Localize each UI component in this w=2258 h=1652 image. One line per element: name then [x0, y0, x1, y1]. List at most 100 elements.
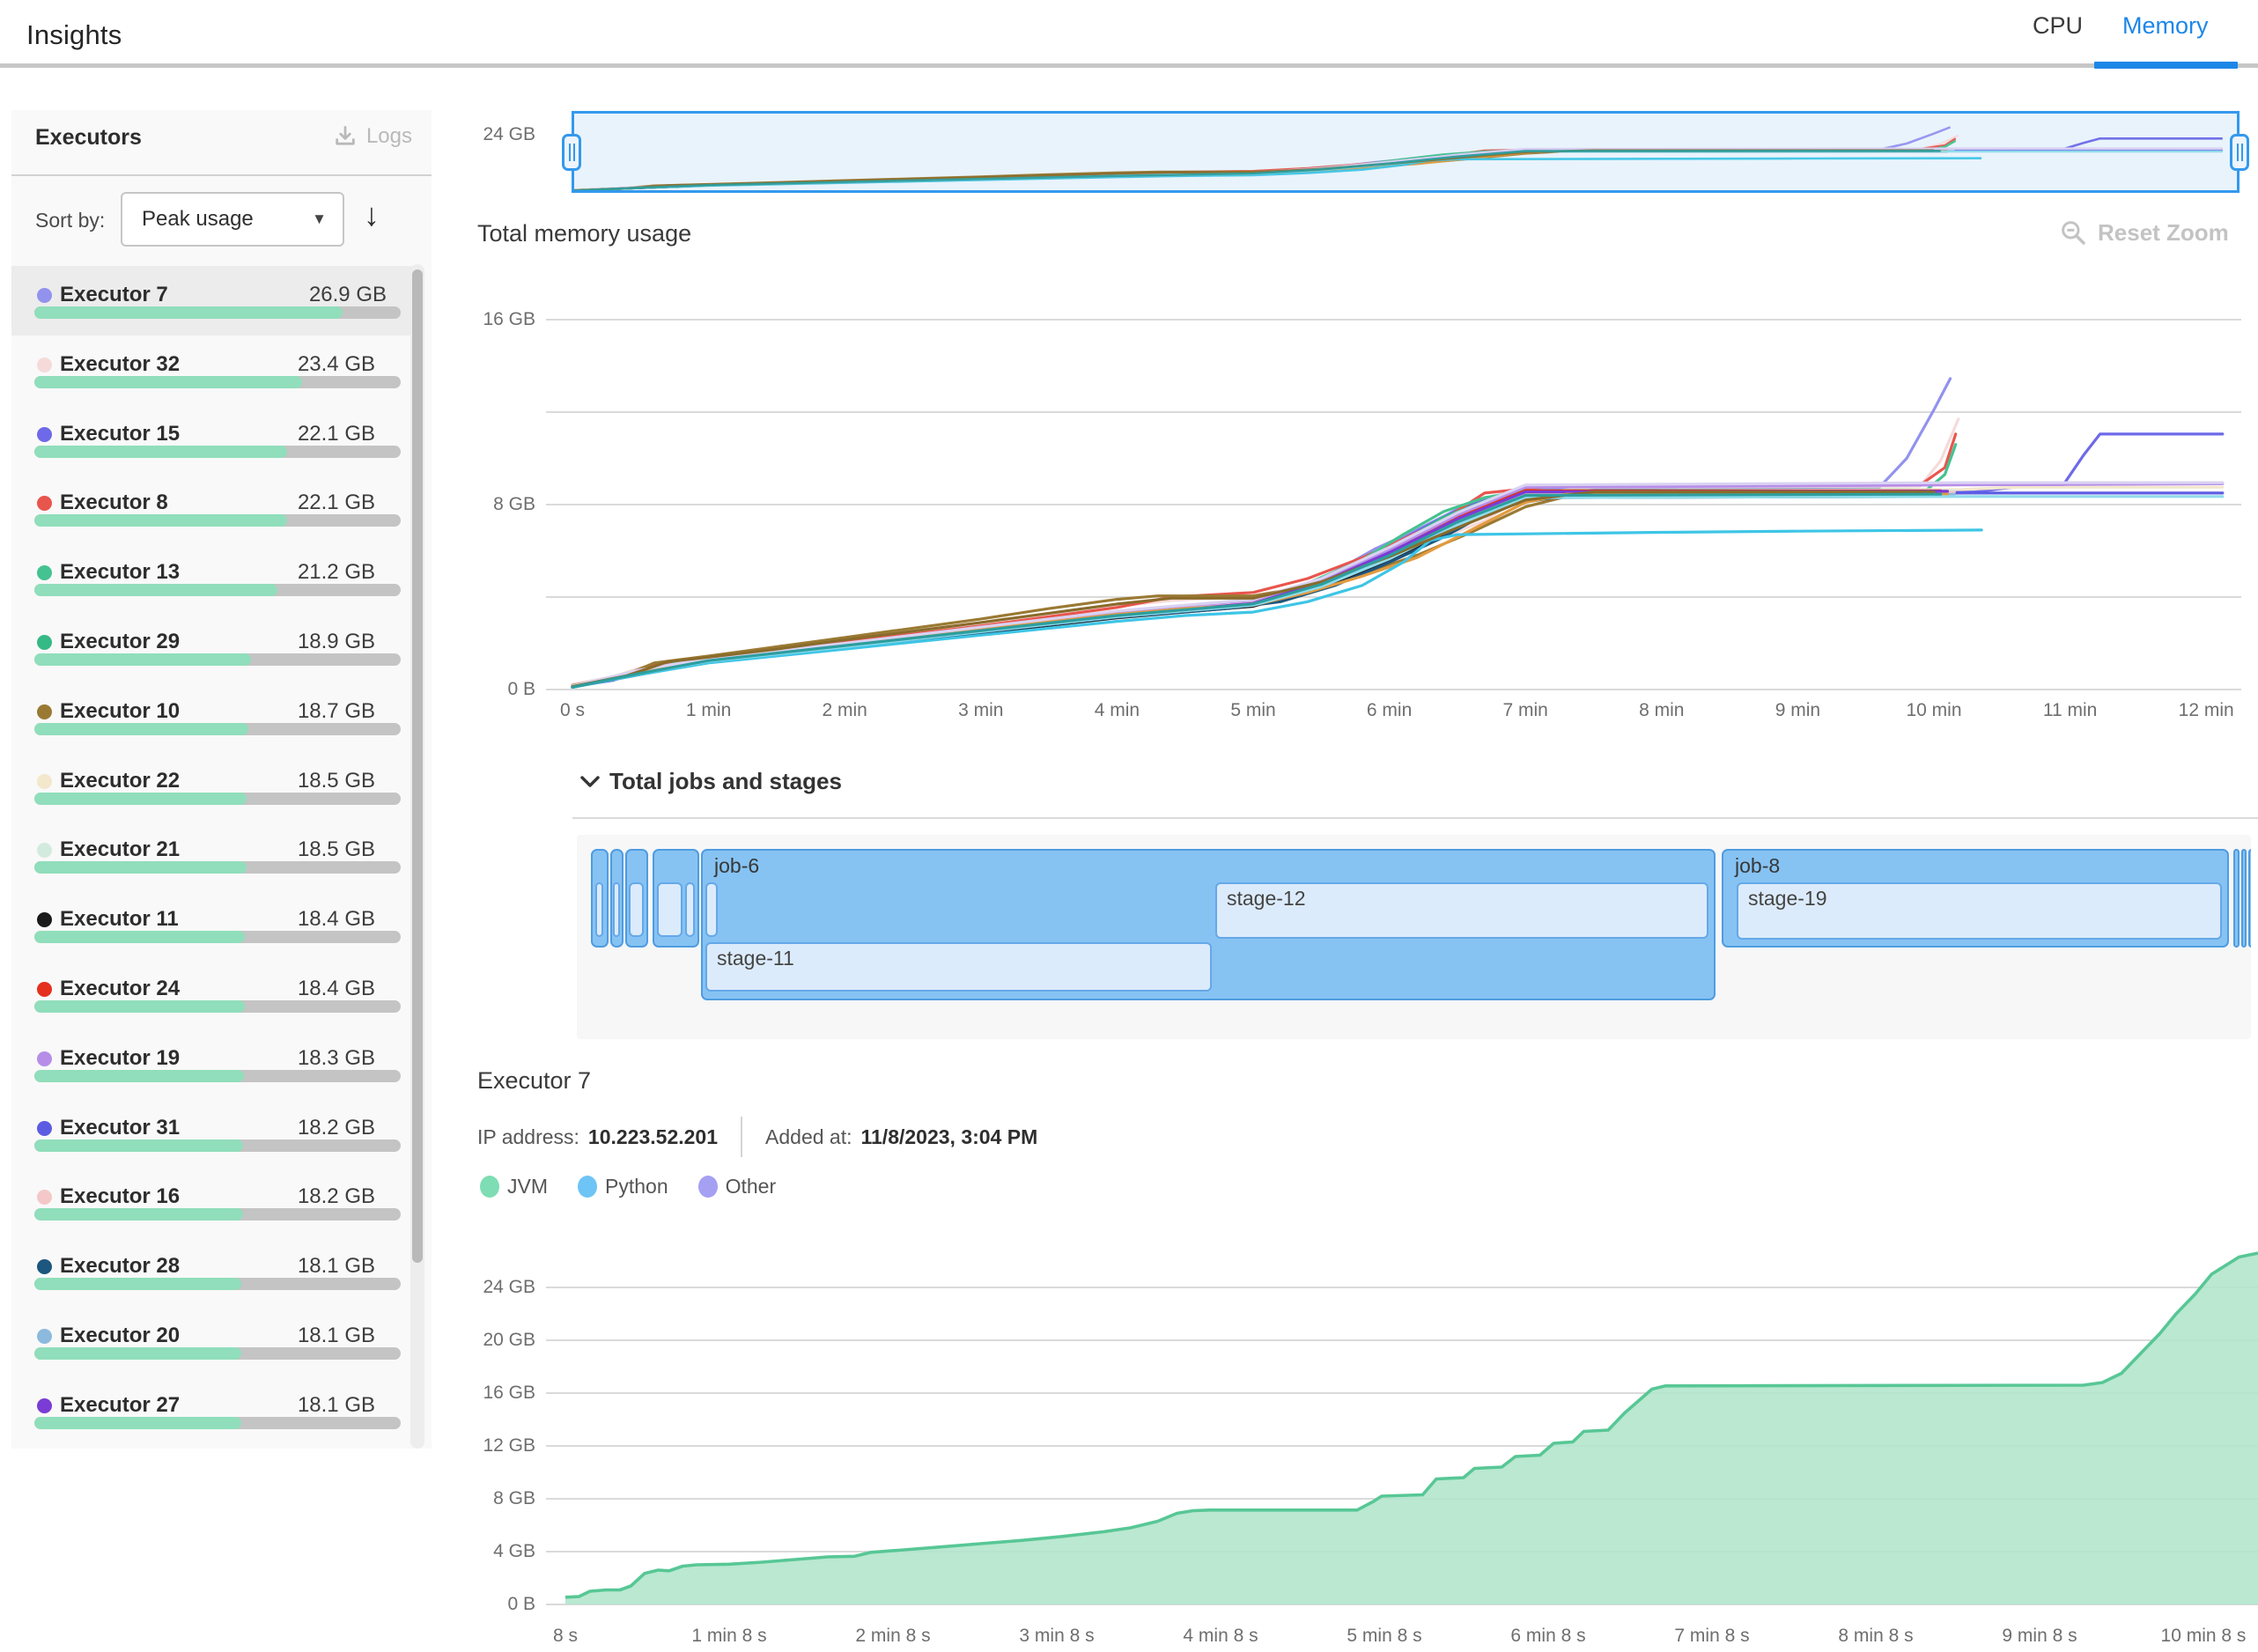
executor-usage-bar-fill — [34, 653, 251, 666]
executor-list-item[interactable]: Executor 7 26.9 GB — [11, 266, 414, 336]
executor-peak-value: 21.2 GB — [297, 560, 375, 585]
job-label: job-6 — [714, 854, 760, 877]
stage-bar[interactable] — [595, 882, 603, 937]
executor-usage-bar-track — [34, 792, 401, 805]
executor-list-item[interactable]: Executor 22 18.5 GB — [11, 752, 414, 822]
executor-color-dot-icon — [37, 1259, 52, 1275]
executor-list-item[interactable]: Executor 28 18.1 GB — [11, 1237, 414, 1307]
ip-label: IP address: — [477, 1125, 579, 1148]
area-x-tick: 5 min 8 s — [1347, 1626, 1422, 1646]
executor-peak-value: 22.1 GB — [297, 490, 375, 515]
main-x-tick: 6 min — [1366, 700, 1413, 720]
main-x-tick: 5 min — [1230, 700, 1276, 720]
executor-name: Executor 20 — [60, 1324, 181, 1347]
sort-direction-button[interactable]: ↓ — [364, 196, 380, 232]
area-x-tick: 2 min 8 s — [855, 1626, 931, 1646]
executor-name: Executor 11 — [60, 907, 179, 932]
area-x-tick: 7 min 8 s — [1674, 1626, 1750, 1646]
sort-by-label: Sort by: — [35, 209, 106, 232]
executor-usage-bar-fill — [34, 861, 247, 874]
executor-peak-value: 18.4 GB — [297, 907, 375, 932]
time-brush-frame[interactable] — [572, 111, 2240, 193]
executor-list-item[interactable]: Executor 19 18.3 GB — [11, 1029, 414, 1099]
executor-list-item[interactable]: Executor 27 18.1 GB — [11, 1376, 414, 1446]
detail-info-row: IP address: 10.223.52.201 Added at: 11/8… — [477, 1117, 1037, 1157]
area-x-tick: 9 min 8 s — [2002, 1626, 2077, 1646]
executor-peak-value: 18.1 GB — [297, 1392, 375, 1417]
executor-usage-bar-fill — [34, 1208, 243, 1221]
executor-usage-bar-fill — [34, 931, 245, 944]
executor-peak-value: 18.1 GB — [297, 1254, 375, 1279]
logs-button[interactable]: Logs — [333, 124, 412, 149]
executor-list-item[interactable]: Executor 32 23.4 GB — [11, 336, 414, 405]
area-x-tick: 3 min 8 s — [1019, 1626, 1095, 1646]
tab-cpu[interactable]: CPU — [2033, 12, 2084, 39]
area-y-tick: 20 GB — [483, 1330, 535, 1350]
executor-peak-value: 18.5 GB — [297, 768, 375, 793]
job-bar[interactable] — [2233, 849, 2240, 948]
scrollbar-thumb[interactable] — [412, 269, 423, 1263]
executor-list-item[interactable]: Executor 15 22.1 GB — [11, 405, 414, 475]
executor-list-item[interactable]: Executor 11 18.4 GB — [11, 890, 414, 960]
brush-handle-right[interactable] — [2230, 134, 2249, 171]
executor-name: Executor 15 — [60, 421, 181, 446]
sort-by-value: Peak usage — [142, 207, 254, 231]
executor-name: Executor 10 — [60, 698, 181, 723]
executor-list-item[interactable]: Executor 10 18.7 GB — [11, 682, 414, 752]
executor-name: Executor 19 — [60, 1045, 181, 1070]
executor-name: Executor 21 — [60, 837, 181, 862]
stage-label: stage-19 — [1748, 887, 1827, 910]
main-y-tick: 0 B — [507, 679, 535, 699]
reset-zoom-button[interactable]: Reset Zoom — [2059, 218, 2229, 247]
executor-list-item[interactable]: Executor 13 21.2 GB — [11, 543, 414, 613]
executor-usage-bar-fill — [34, 722, 248, 735]
stage-bar-stage-12[interactable] — [1215, 882, 1708, 939]
reset-zoom-label: Reset Zoom — [2098, 218, 2229, 246]
executor-list-item[interactable]: Executor 31 18.2 GB — [11, 1099, 414, 1169]
executor-usage-bar-track — [34, 445, 401, 458]
executor-name: Executor 32 — [60, 351, 181, 376]
executor-peak-value: 26.9 GB — [308, 283, 387, 306]
executor-usage-bar-track — [34, 653, 401, 666]
brush-handle-left[interactable] — [562, 134, 581, 171]
executor-usage-bar-fill — [34, 1139, 243, 1152]
legend-item-python: Python — [578, 1175, 668, 1198]
jobs-stages-title: Total jobs and stages — [609, 768, 842, 794]
executor-peak-value: 22.1 GB — [297, 421, 375, 446]
stage-bar[interactable] — [705, 882, 718, 937]
stage-bar-stage-19[interactable] — [1737, 882, 2222, 940]
sort-by-select[interactable]: Peak usage ▼ — [121, 192, 344, 247]
stage-bar[interactable] — [629, 882, 644, 937]
executor-color-dot-icon — [37, 1051, 52, 1066]
executor-list-item[interactable]: Executor 8 22.1 GB — [11, 474, 414, 543]
area-x-tick: 4 min 8 s — [1183, 1626, 1258, 1646]
main-x-tick: 10 min — [1906, 700, 1962, 720]
executor-color-dot-icon — [37, 1329, 52, 1344]
area-y-tick: 4 GB — [493, 1541, 535, 1561]
main-x-tick: 2 min — [822, 700, 867, 720]
stage-bar-stage-11[interactable] — [705, 942, 1212, 992]
job-bar[interactable] — [2248, 849, 2251, 948]
executor-usage-bar-fill — [34, 375, 302, 388]
executor-peak-value: 18.5 GB — [297, 837, 375, 862]
executor-peak-value: 18.2 GB — [297, 1184, 375, 1209]
stage-label: stage-11 — [717, 947, 794, 970]
executor-usage-bar-fill — [34, 1069, 244, 1082]
tab-memory[interactable]: Memory — [2122, 12, 2209, 39]
executor-list-item[interactable]: Executor 21 18.5 GB — [11, 821, 414, 890]
stage-bar[interactable] — [613, 882, 620, 937]
area-y-tick: 8 GB — [493, 1488, 535, 1508]
job-bar[interactable] — [2241, 849, 2247, 948]
executor-list-item[interactable]: Executor 20 18.1 GB — [11, 1307, 414, 1376]
executor-color-dot-icon — [37, 288, 52, 303]
area-x-tick: 8 s — [552, 1626, 578, 1646]
python-dot-icon — [578, 1176, 597, 1198]
stage-bar[interactable] — [657, 882, 683, 937]
stage-bar[interactable] — [685, 882, 695, 937]
executor-list-item[interactable]: Executor 24 18.4 GB — [11, 960, 414, 1029]
jobs-stages-toggle[interactable]: Total jobs and stages — [579, 768, 842, 795]
main-x-tick: 8 min — [1639, 700, 1685, 720]
executor-list-item[interactable]: Executor 29 18.9 GB — [11, 613, 414, 682]
executor-list-item[interactable]: Executor 16 18.2 GB — [11, 1168, 414, 1237]
